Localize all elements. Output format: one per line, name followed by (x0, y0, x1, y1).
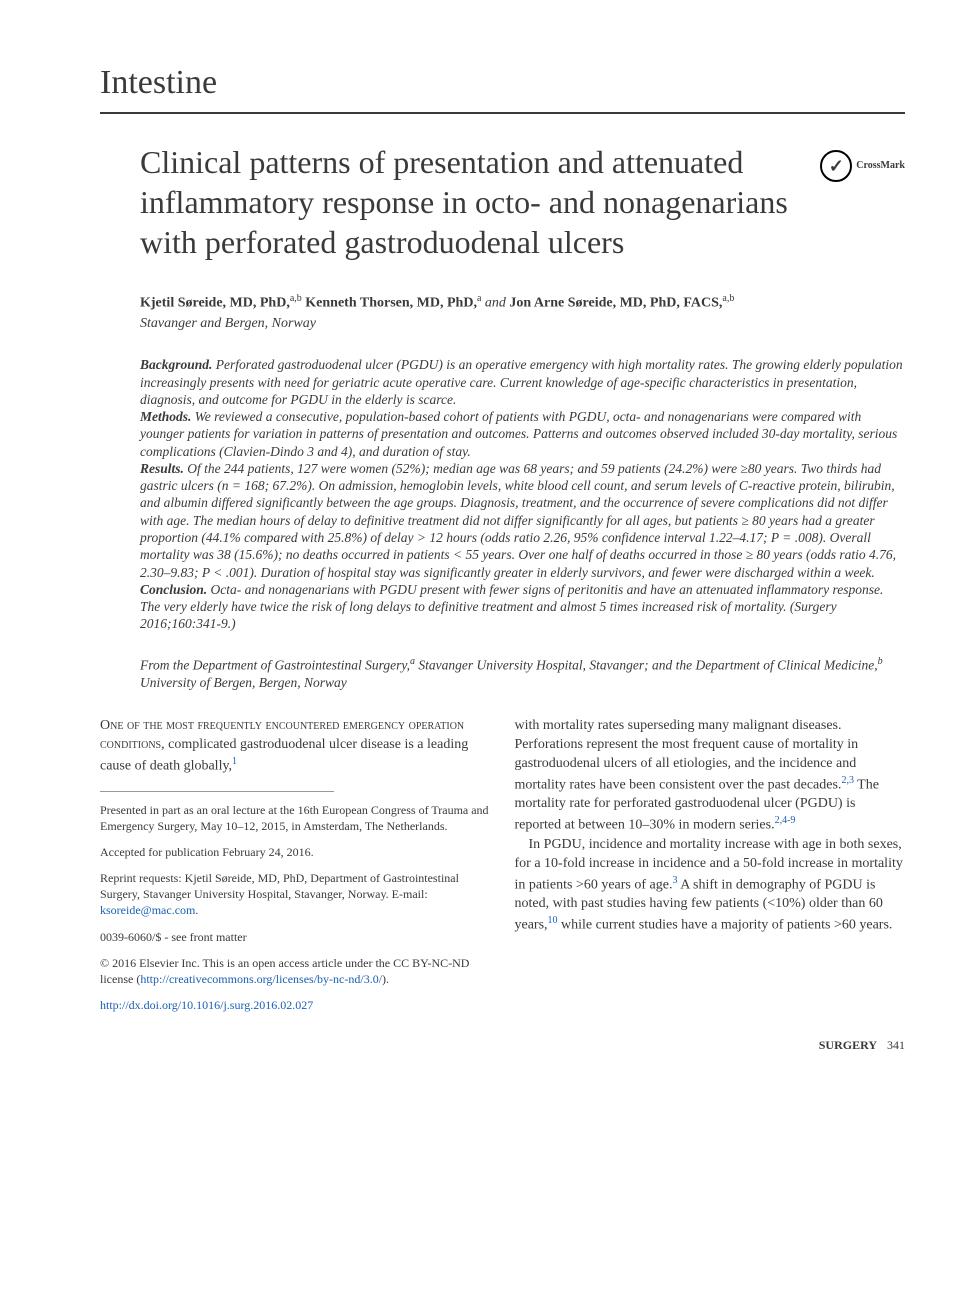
author-2: Kenneth Thorsen, MD, PhD, (305, 296, 477, 311)
section-rule (100, 112, 905, 114)
abstract-background-label: Background. (140, 357, 212, 372)
author-3-affil: a,b (722, 293, 734, 304)
journal-name: SURGERY (819, 1037, 877, 1053)
body-lead-paragraph: One of the most frequently encountered e… (100, 717, 491, 776)
author-1: Kjetil Søreide, MD, PhD, (140, 296, 290, 311)
p1-a: with mortality rates superseding many ma… (515, 718, 859, 792)
abstract-results-text: Of the 244 patients, 127 were women (52%… (140, 461, 896, 580)
copyright-post: ). (382, 972, 389, 986)
author-2-affil: a (477, 293, 481, 304)
page-number: 341 (887, 1037, 905, 1053)
page-footer: SURGERY 341 (100, 1037, 905, 1053)
right-column: with mortality rates superseding many ma… (515, 717, 906, 1013)
abstract-conclusion-text: Octa- and nonagenarians with PGDU presen… (140, 582, 883, 632)
abstract-methods-label: Methods. (140, 409, 191, 424)
crossmark-icon: ✓ (820, 150, 852, 182)
author-and: and (485, 296, 506, 311)
affiliation-block: From the Department of Gastrointestinal … (100, 655, 905, 692)
abstract-methods-text: We reviewed a consecutive, population-ba… (140, 409, 897, 459)
reprint-text: Reprint requests: Kjetil Søreide, MD, Ph… (100, 871, 459, 901)
affil-prefix: From the Department of Gastrointestinal … (140, 657, 410, 672)
footnote-reprint: Reprint requests: Kjetil Søreide, MD, Ph… (100, 870, 491, 919)
crossmark-badge[interactable]: ✓ CrossMark (820, 150, 905, 182)
footnote-issn: 0039-6060/$ - see front matter (100, 929, 491, 945)
ref-1[interactable]: 1 (232, 756, 237, 767)
left-column: One of the most frequently encountered e… (100, 717, 491, 1013)
author-list: Kjetil Søreide, MD, PhD,a,b Kenneth Thor… (100, 292, 905, 314)
author-3: Jon Arne Søreide, MD, PhD, FACS, (509, 296, 722, 311)
p2-c: while current studies have a majority of… (558, 918, 893, 933)
affil-sup-b: b (878, 656, 883, 667)
abstract-results-label: Results. (140, 461, 184, 476)
article-title: Clinical patterns of presentation and at… (100, 142, 800, 262)
abstract-background-text: Perforated gastroduodenal ulcer (PGDU) i… (140, 357, 903, 407)
abstract-conclusion-label: Conclusion. (140, 582, 207, 597)
abstract: Background. Perforated gastroduodenal ul… (100, 356, 905, 632)
footnote-rule (100, 791, 334, 792)
reprint-email-link[interactable]: ksoreide@mac.com (100, 903, 195, 917)
crossmark-label: CrossMark (856, 159, 905, 173)
body-p1: with mortality rates superseding many ma… (515, 717, 906, 836)
author-1-affil: a,b (290, 293, 302, 304)
affil-mid: Stavanger University Hospital, Stavanger… (415, 657, 878, 672)
affil-tail: University of Bergen, Bergen, Norway (140, 675, 347, 690)
section-label: Intestine (100, 60, 905, 106)
body-columns: One of the most frequently encountered e… (100, 717, 905, 1013)
footnote-copyright: © 2016 Elsevier Inc. This is an open acc… (100, 955, 491, 987)
body-p2: In PGDU, incidence and mortality increas… (515, 836, 906, 936)
footnote-accepted: Accepted for publication February 24, 20… (100, 844, 491, 860)
ref-2-3[interactable]: 2,3 (841, 775, 854, 786)
ref-10[interactable]: 10 (548, 915, 558, 926)
affiliation-cities: Stavanger and Bergen, Norway (100, 315, 905, 334)
title-row: Clinical patterns of presentation and at… (100, 142, 905, 262)
cc-license-link[interactable]: http://creativecommons.org/licenses/by-n… (140, 972, 382, 986)
ref-2-4-9[interactable]: 2,4-9 (775, 815, 796, 826)
footnote-presented: Presented in part as an oral lecture at … (100, 802, 491, 834)
doi-link[interactable]: http://dx.doi.org/10.1016/j.surg.2016.02… (100, 997, 491, 1013)
